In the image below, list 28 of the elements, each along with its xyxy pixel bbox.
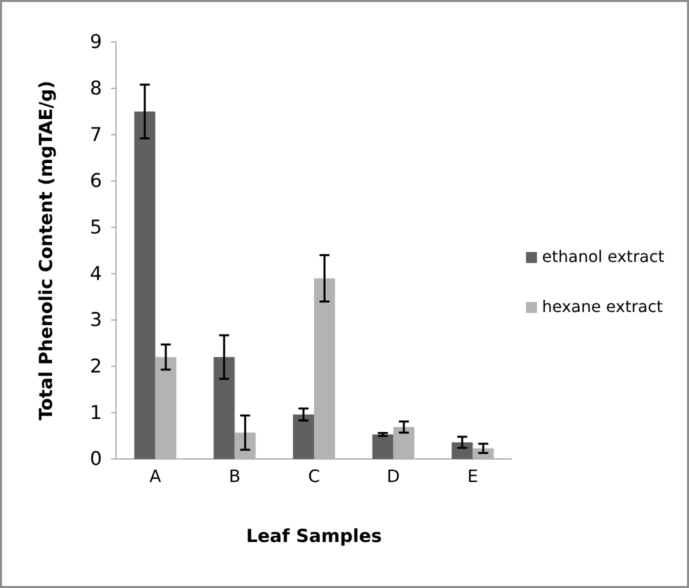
x-tick-label: B — [228, 467, 240, 487]
x-tick-label: E — [467, 467, 478, 487]
bar — [314, 278, 336, 459]
bar — [214, 357, 235, 459]
y-tick-label: 3 — [90, 309, 102, 332]
bar — [234, 432, 256, 459]
y-tick-label: 7 — [90, 124, 102, 146]
y-axis-title: Total Phenolic Content (mgTAE/g) — [36, 80, 57, 420]
y-tick-label: 6 — [90, 170, 102, 192]
x-tick-label: C — [308, 467, 320, 487]
legend-label: ethanol extract — [542, 247, 664, 266]
y-tick-label: 2 — [90, 355, 102, 378]
bar — [155, 357, 176, 459]
bar — [452, 442, 473, 459]
y-tick-label: 4 — [90, 262, 102, 285]
bar — [292, 414, 314, 459]
x-tick-label: D — [386, 467, 400, 487]
bar — [134, 112, 156, 459]
bar — [393, 427, 414, 459]
legend-label: hexane extract — [542, 297, 663, 316]
x-axis-title: Leaf Samples — [246, 526, 382, 547]
x-tick-label: A — [149, 467, 162, 487]
y-tick-label: 0 — [90, 448, 102, 470]
y-tick-label: 5 — [90, 216, 102, 238]
y-tick-label: 1 — [90, 402, 102, 424]
bar — [372, 434, 394, 459]
y-tick-label: 8 — [90, 77, 102, 100]
y-tick-label: 9 — [90, 31, 102, 54]
